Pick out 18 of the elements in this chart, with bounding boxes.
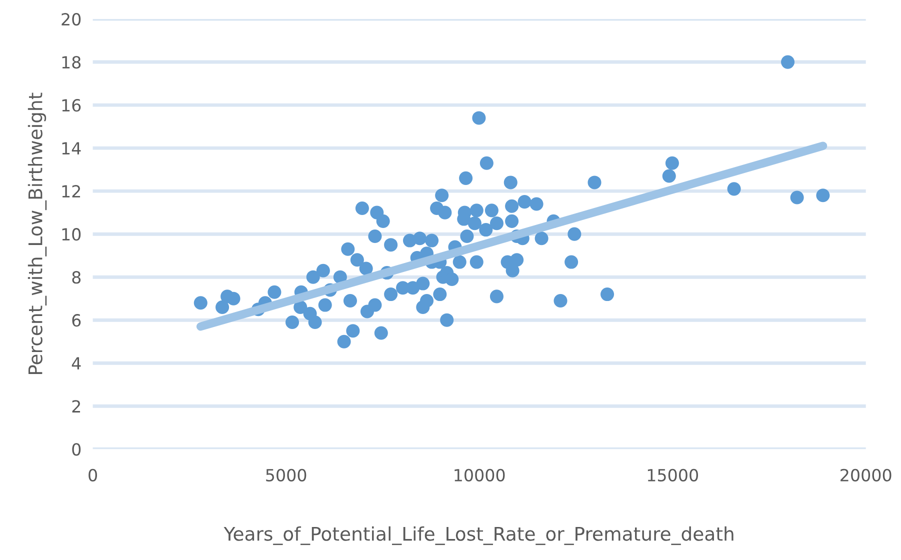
y-axis-title: Percent_with_Low_Birthweight xyxy=(28,92,47,374)
y-tick-label: 16 xyxy=(62,99,81,112)
x-tick-label: 15000 xyxy=(648,468,698,482)
y-tick-label: 18 xyxy=(62,56,81,69)
y-tick-label: 6 xyxy=(72,314,81,327)
y-tick-label: 0 xyxy=(72,443,81,456)
y-tick-label: 8 xyxy=(72,271,81,284)
x-tick-label: 0 xyxy=(88,468,97,482)
y-tick-label: 4 xyxy=(72,357,81,370)
x-axis-title: Years_of_Potential_Life_Lost_Rate_or_Premature_death xyxy=(224,526,734,546)
y-tick-label: 14 xyxy=(62,142,81,154)
x-tick-label: 5000 xyxy=(266,468,306,482)
x-tick-label: 10000 xyxy=(454,468,505,482)
x-tick-label: 20000 xyxy=(840,468,892,482)
y-tick-label: 2 xyxy=(72,400,80,412)
y-tick-label: 20 xyxy=(62,13,81,26)
y-tick-label: 12 xyxy=(62,185,80,198)
y-tick-label: 10 xyxy=(62,228,81,241)
